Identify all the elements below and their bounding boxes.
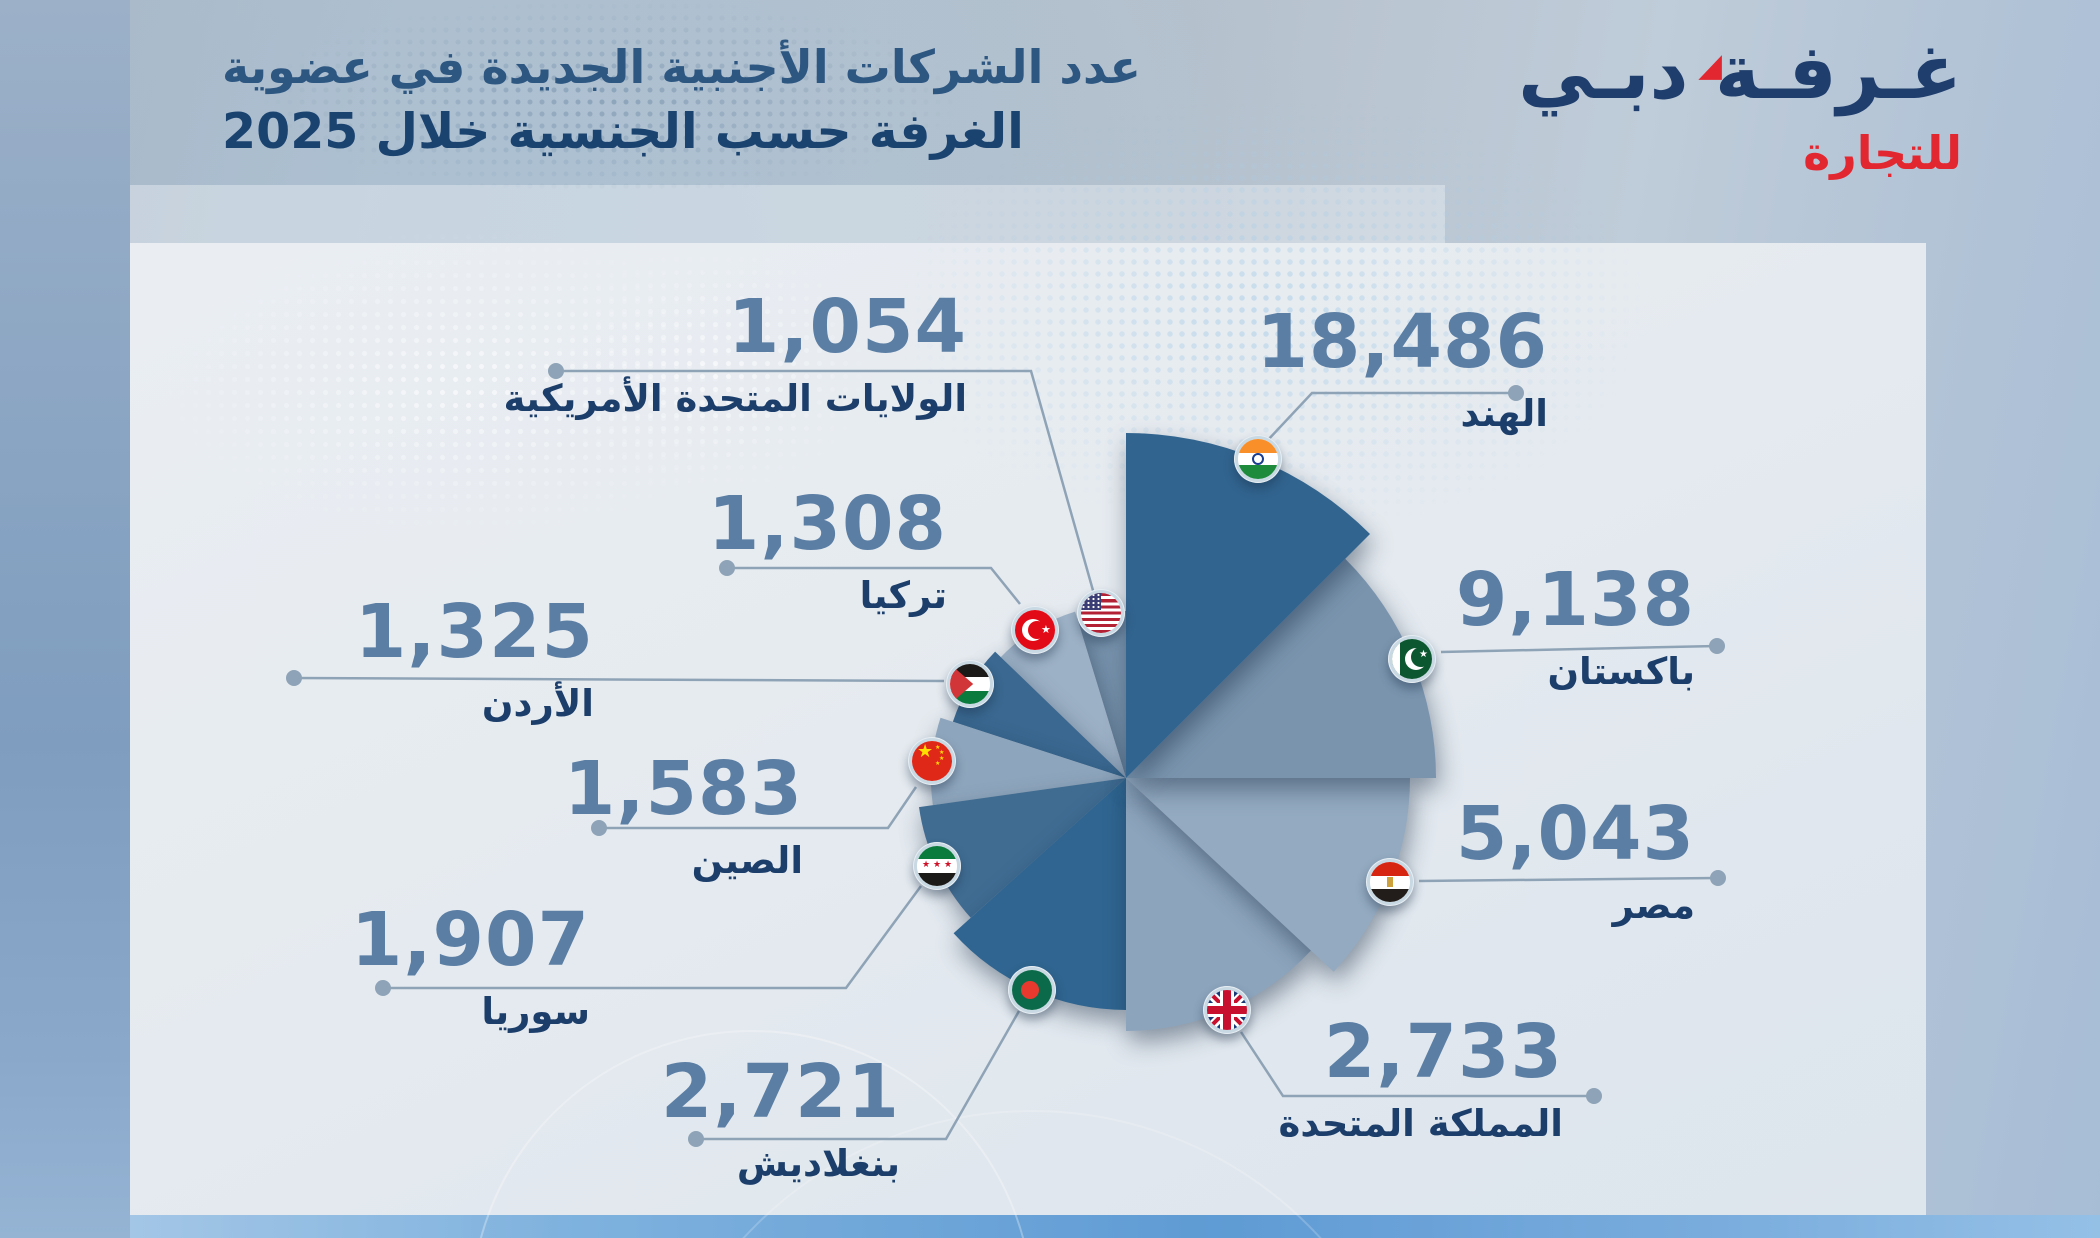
country-syria: سوريا	[481, 990, 590, 1033]
leader-lines	[286, 363, 1726, 1147]
label-egypt: 5,043 مصر	[1456, 797, 1695, 928]
country-india: الهند	[1460, 392, 1548, 435]
leader-line-uk	[1239, 1031, 1594, 1098]
country-pakistan: باكستان	[1547, 650, 1695, 693]
country-bangladesh: بنغلاديش	[736, 1142, 900, 1185]
leader-line-india	[1251, 391, 1516, 458]
flag-india-icon	[1234, 435, 1282, 483]
page-title: عدد الشركات الأجنبية الجديدة في عضوية ال…	[222, 40, 1202, 162]
flag-egypt-icon	[1366, 858, 1414, 906]
label-india: 18,486 الهند	[1256, 305, 1548, 436]
logo-wordmark: غـرفـة دبـي	[1518, 30, 1962, 114]
value-pakistan: 9,138	[1455, 557, 1695, 643]
value-india: 18,486	[1256, 299, 1548, 385]
value-egypt: 5,043	[1455, 791, 1695, 877]
leader-dot-jordan	[286, 670, 302, 686]
leader-dot-syria	[375, 980, 391, 996]
leader-dot-turkey	[719, 560, 735, 576]
value-syria: 1,907	[350, 897, 590, 983]
label-usa: 1,054 الولايات المتحدة الأمريكية	[503, 290, 967, 421]
label-jordan: 1,325 الأردن	[355, 595, 594, 726]
label-uk: 2,733 المملكة المتحدة	[1205, 1015, 1564, 1146]
flag-syria-icon: ★ ★ ★	[913, 842, 961, 890]
label-pakistan: 9,138 باكستان	[1456, 563, 1695, 694]
country-china: الصين	[691, 839, 803, 882]
leader-dot-india	[1508, 385, 1524, 401]
flag-usa-icon	[1077, 589, 1125, 637]
wedge-pakistan	[1126, 558, 1436, 778]
label-syria: 1,907 سوريا	[351, 903, 590, 1034]
value-bangladesh: 2,721	[660, 1049, 900, 1135]
leader-line-usa	[556, 369, 1096, 595]
country-jordan: الأردن	[481, 682, 594, 725]
wedge-china	[930, 717, 1126, 806]
pie-wedges	[919, 433, 1436, 1031]
leader-line-pakistan	[1440, 644, 1718, 654]
value-china: 1,583	[563, 746, 803, 832]
value-uk: 2,733	[1323, 1009, 1563, 1095]
leader-dot-uk	[1586, 1088, 1602, 1104]
wedge-united-kingdom	[1126, 778, 1311, 1031]
leader-dot-bangladesh	[688, 1131, 704, 1147]
logo-subtext: للتجارة	[1803, 125, 1962, 180]
wedge-egypt	[1126, 778, 1410, 972]
country-turkey: تركيا	[859, 574, 947, 617]
flag-bangladesh-icon	[1008, 966, 1056, 1014]
flag-turkey-icon: ★	[1011, 606, 1059, 654]
leader-dot-usa	[548, 363, 564, 379]
flag-china-icon: ★ ★ ★ ★ ★	[908, 737, 956, 785]
wedge-india	[1126, 433, 1370, 778]
label-bangladesh: 2,721 بنغلاديش	[661, 1055, 900, 1186]
country-egypt: مصر	[1612, 884, 1695, 927]
flag-uk-icon	[1203, 986, 1251, 1034]
country-uk: المملكة المتحدة	[1278, 1102, 1564, 1145]
wedge-jordan	[952, 651, 1126, 778]
leader-dot-china	[591, 820, 607, 836]
leader-dot-pakistan	[1709, 638, 1725, 654]
leader-line-china	[599, 786, 918, 830]
leader-line-syria	[383, 885, 923, 990]
title-line-2: الغرفة حسب الجنسية خلال 2025	[222, 103, 1024, 161]
value-jordan: 1,325	[354, 589, 594, 675]
leader-line-jordan	[293, 676, 945, 683]
wedge-bangladesh	[953, 778, 1126, 1010]
leader-dot-egypt	[1710, 870, 1726, 886]
label-turkey: 1,308 تركيا	[708, 487, 947, 618]
wedge-syria	[919, 778, 1126, 918]
country-usa: الولايات المتحدة الأمريكية	[503, 377, 967, 420]
title-line-1: عدد الشركات الأجنبية الجديدة في عضوية	[222, 40, 1141, 94]
wedge-united-states	[1077, 611, 1126, 778]
value-usa: 1,054	[727, 284, 967, 370]
leader-line-bangladesh	[696, 1010, 1021, 1141]
logo-text: غـرفـة دبـي	[1518, 27, 1962, 116]
dubai-chamber-logo: غـرفـة دبـي للتجارة	[1518, 30, 1962, 178]
left-gradient-band	[0, 0, 130, 1238]
leader-line-turkey	[727, 566, 1021, 605]
leader-line-egypt	[1418, 876, 1719, 883]
flag-jordan-icon	[946, 660, 994, 708]
flag-pakistan-icon: ★	[1388, 635, 1436, 683]
label-china: 1,583 الصين	[564, 752, 803, 883]
value-turkey: 1,308	[707, 481, 947, 567]
